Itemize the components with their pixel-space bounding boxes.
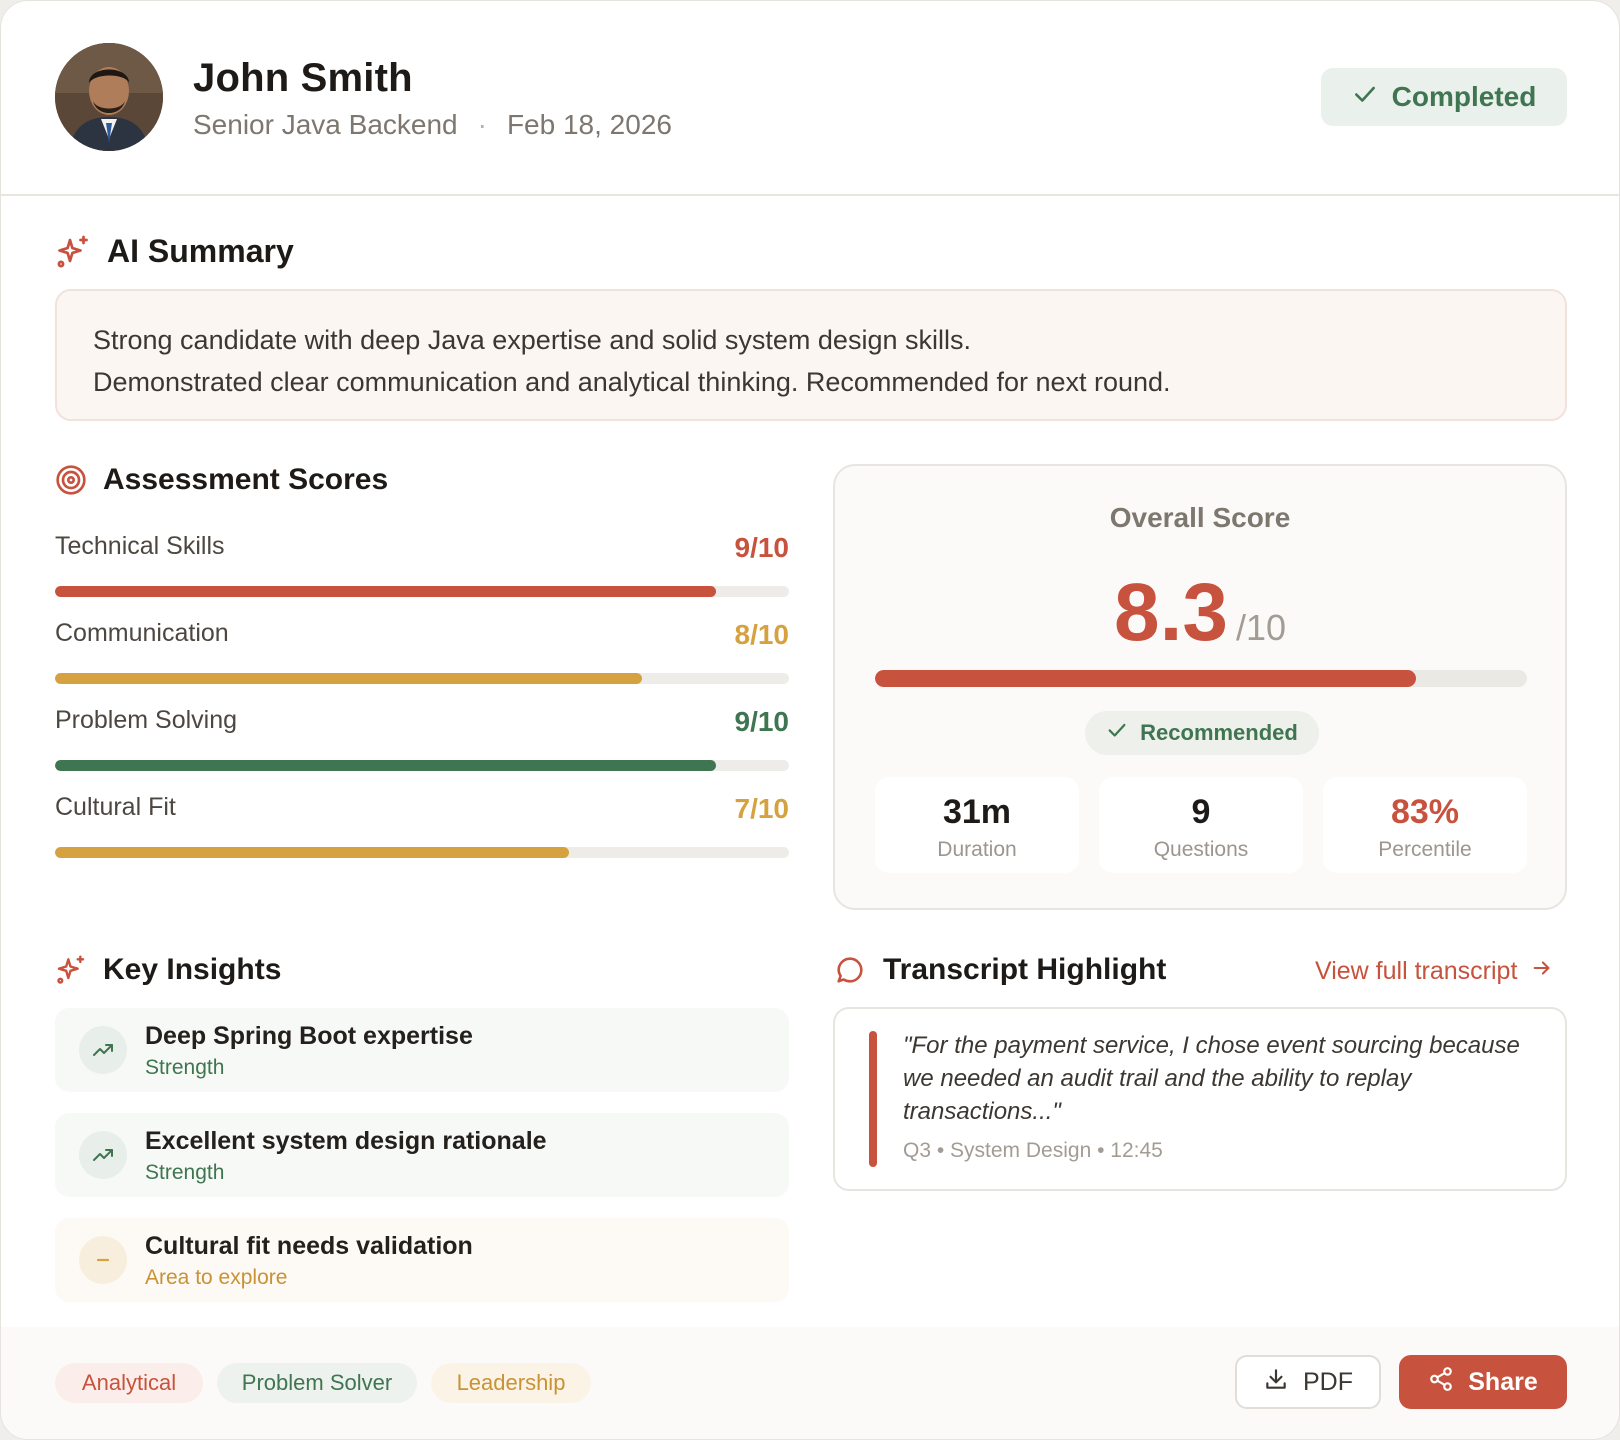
view-transcript-label: View full transcript [1315,957,1518,985]
insight-title: Excellent system design rationale [145,1127,547,1155]
share-icon [1428,1366,1454,1399]
score-fill [55,673,643,684]
check-icon [1106,719,1128,747]
transcript-quote-box: "For the payment service, I chose event … [833,1007,1567,1191]
score-value: 8/10 [734,619,790,650]
overall-score-fill [875,670,1417,687]
transcript-quote-meta: Q3 • System Design • 12:45 [903,1139,1163,1162]
stat-duration: 31m Duration [875,777,1079,873]
stat-label: Questions [1153,838,1249,861]
ai-summary-heading: AI Summary [55,233,294,270]
score-label: Communication [55,619,229,647]
transcript-quote: "For the payment service, I chose event … [903,1032,1520,1125]
download-pdf-button[interactable]: PDF [1235,1355,1381,1409]
stat-questions: 9 Questions [1099,777,1303,873]
share-button[interactable]: Share [1399,1355,1567,1409]
score-track [55,586,789,597]
sparkles-icon [55,234,91,270]
stat-label: Percentile [1378,838,1472,861]
interview-date: Feb 18, 2026 [506,109,672,140]
view-full-transcript-link[interactable]: View full transcript [1315,957,1553,986]
insight-type: Strength [145,1056,225,1079]
overall-score-title: Overall Score [1109,502,1291,533]
score-fill [55,586,716,597]
overall-score-card: Overall Score 8.3/10 Recommended 31m Dur… [833,464,1567,910]
transcript-title: Transcript Highlight [883,953,1167,986]
tag-chip: Problem Solver [217,1363,417,1403]
arrow-right-icon [1531,957,1553,986]
assessment-heading: Assessment Scores [55,463,388,497]
overall-score-track [875,670,1527,687]
stat-label: Duration [937,838,1017,861]
score-label: Cultural Fit [55,793,176,821]
pdf-label: PDF [1303,1367,1353,1396]
share-label: Share [1468,1367,1538,1396]
overall-score-number: 8.3 [1113,567,1228,658]
assessment-title: Assessment Scores [103,463,389,496]
insight-type: Area to explore [145,1266,288,1289]
tag-chip: Analytical [55,1363,203,1403]
overall-score-denominator: /10 [1235,607,1287,648]
insight-title: Cultural fit needs validation [145,1232,473,1260]
target-icon [55,464,87,496]
overall-score-value: 8.3/10 [835,566,1565,660]
insight-title: Deep Spring Boot expertise [145,1022,473,1050]
stat-percentile: 83% Percentile [1323,777,1527,873]
ai-summary-title: AI Summary [107,233,294,269]
summary-line-1: Strong candidate with deep Java expertis… [93,325,971,355]
trending-up-icon [79,1026,127,1074]
stat-value: 9 [1191,793,1211,831]
quote-accent-bar [869,1031,877,1167]
score-fill [55,760,716,771]
score-fill [55,847,569,858]
insight-item: Excellent system design rationale Streng… [55,1113,789,1197]
score-track [55,673,789,684]
score-label: Problem Solving [55,706,238,734]
meta-separator: · [477,109,487,140]
transcript-heading: Transcript Highlight [833,953,1166,987]
score-value: 7/10 [734,793,790,824]
message-circle-icon [833,953,867,987]
insight-item: Cultural fit needs validation Area to ex… [55,1218,789,1302]
footer-bar: Analytical Problem Solver Leadership PDF… [1,1327,1619,1439]
score-track [55,760,789,771]
summary-line-2: Demonstrated clear communication and ana… [93,367,1171,397]
status-badge: Completed [1321,68,1567,126]
candidate-name: John Smith [193,56,413,100]
sparkles-icon [55,954,87,986]
score-label: Technical Skills [55,532,225,560]
score-track [55,847,789,858]
stat-value: 83% [1390,793,1460,831]
candidate-role: Senior Java Backend [193,109,458,140]
score-value: 9/10 [734,532,790,563]
stat-value: 31m [942,793,1012,831]
tag-chip: Leadership [431,1363,591,1403]
score-value: 9/10 [734,706,790,737]
candidate-meta: Senior Java Backend · Feb 18, 2026 [193,109,672,141]
recommendation-badge: Recommended [1085,711,1319,755]
candidate-header: John Smith Senior Java Backend · Feb 18, 2… [1,1,1619,196]
insight-type: Strength [145,1161,225,1184]
ai-summary-box: Strong candidate with deep Java expertis… [55,289,1567,421]
avatar [55,43,163,151]
insight-item: Deep Spring Boot expertise Strength [55,1008,789,1092]
download-icon [1263,1366,1289,1399]
recommendation-label: Recommended [1140,720,1298,745]
check-icon [1352,81,1378,114]
key-insights-title: Key Insights [103,953,282,986]
trending-up-icon [79,1131,127,1179]
status-label: Completed [1391,81,1537,112]
minus-icon [79,1236,127,1284]
key-insights-heading: Key Insights [55,953,281,987]
